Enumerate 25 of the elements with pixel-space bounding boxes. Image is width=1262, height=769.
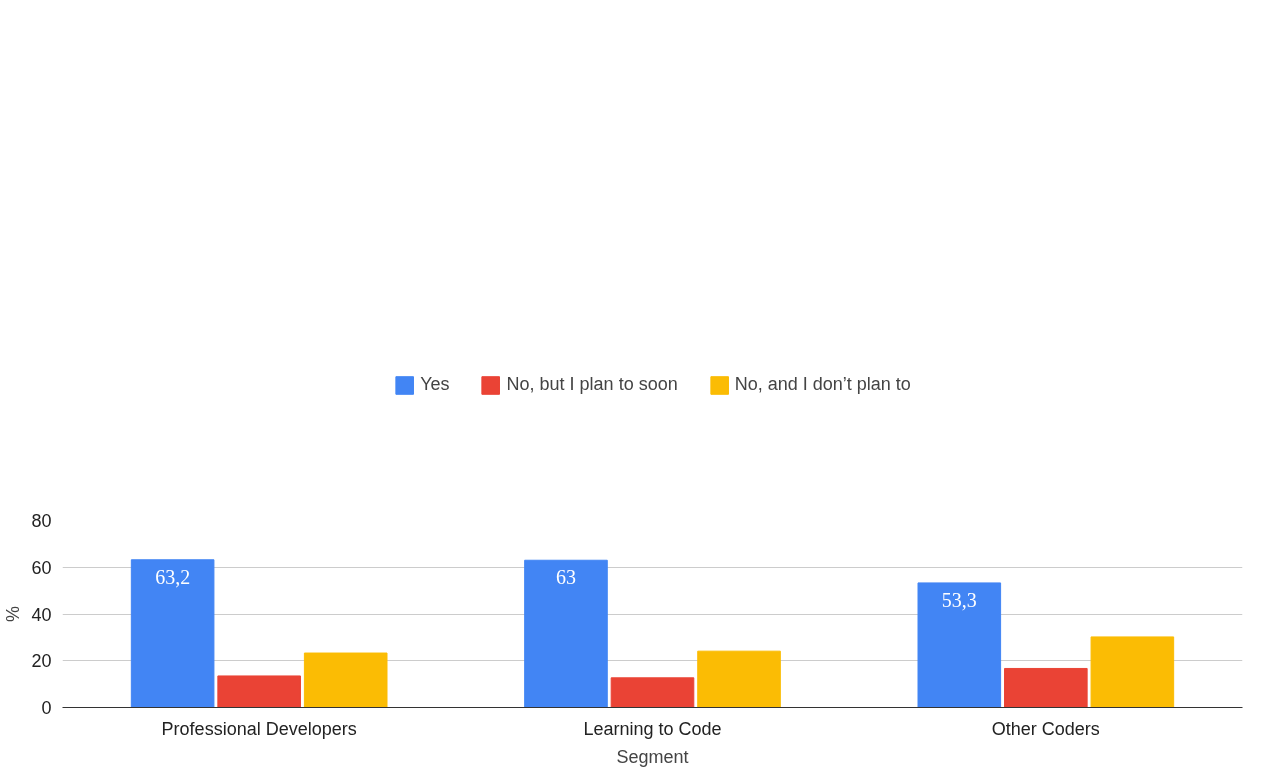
- y-tick-label: 40: [31, 604, 52, 625]
- bar: [524, 559, 608, 708]
- x-tick-label: Other Coders: [991, 718, 1100, 739]
- bar: [217, 675, 301, 708]
- y-tick-label: 0: [41, 698, 52, 718]
- bar: [130, 559, 215, 708]
- data-label: 53,3: [941, 588, 977, 611]
- y-tick-label: 80: [31, 511, 52, 531]
- y-axis-title: %: [3, 605, 24, 622]
- bar: [917, 582, 1002, 708]
- bar: [610, 677, 695, 708]
- y-tick-label: 20: [31, 651, 52, 672]
- bar: [697, 650, 781, 708]
- bar: [303, 652, 388, 708]
- x-tick-label: Learning to Code: [583, 718, 722, 739]
- bar: [1004, 667, 1088, 708]
- x-tick-label: Professional Developers: [161, 718, 357, 739]
- legend-label: No, and I don’t plan to: [734, 374, 911, 395]
- y-tick-label: 60: [31, 557, 52, 578]
- legend-label: Yes: [420, 374, 450, 395]
- x-axis-title: Segment: [616, 746, 689, 767]
- legend-label: No, but I plan to soon: [506, 374, 678, 395]
- data-label: 63,2: [155, 565, 191, 588]
- data-label: 63: [555, 566, 576, 589]
- bar: [1090, 636, 1175, 708]
